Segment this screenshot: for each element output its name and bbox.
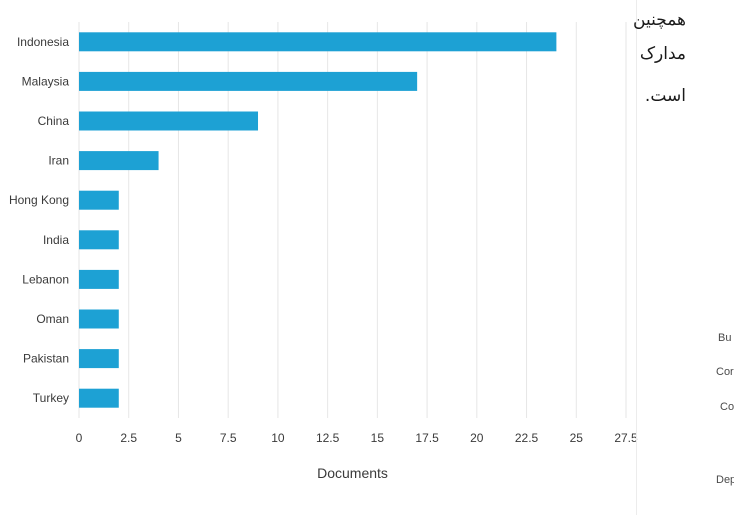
bar bbox=[79, 71, 418, 91]
category-label: China bbox=[38, 114, 70, 128]
category-label: Indonesia bbox=[17, 35, 69, 49]
column-divider bbox=[636, 0, 637, 515]
x-tick-label: 12.5 bbox=[316, 431, 340, 445]
cropped-label-1: Bu bbox=[718, 332, 732, 344]
category-label: India bbox=[43, 233, 69, 247]
bar bbox=[79, 309, 119, 329]
x-tick-label: 27.5 bbox=[614, 431, 638, 445]
category-label: Lebanon bbox=[22, 272, 69, 286]
category-label: Hong Kong bbox=[9, 193, 69, 207]
cropped-label-4: Dep bbox=[716, 474, 734, 486]
bar bbox=[79, 151, 159, 171]
bars bbox=[79, 32, 557, 408]
x-axis-title: Documents bbox=[317, 465, 388, 481]
category-label: Iran bbox=[48, 154, 69, 168]
x-tick-label: 7.5 bbox=[220, 431, 237, 445]
bar bbox=[79, 32, 557, 52]
x-tick-label: 25 bbox=[570, 431, 584, 445]
x-tick-label: 17.5 bbox=[415, 431, 439, 445]
persian-text-line-3: است. bbox=[644, 86, 686, 106]
x-tick-label: 0 bbox=[76, 431, 83, 445]
cropped-label-3: Co bbox=[720, 401, 734, 413]
x-tick-label: 20 bbox=[470, 431, 484, 445]
persian-text-line-1: همچنین bbox=[633, 10, 686, 30]
bar bbox=[79, 230, 119, 250]
cropped-label-2: Cor bbox=[716, 366, 734, 378]
x-tick-label: 5 bbox=[175, 431, 182, 445]
x-tick-label: 10 bbox=[271, 431, 285, 445]
bar bbox=[79, 269, 119, 289]
persian-text-line-2: مدارک bbox=[639, 44, 686, 64]
x-tick-label: 22.5 bbox=[515, 431, 539, 445]
x-tick-label: 15 bbox=[371, 431, 385, 445]
category-labels: Indonesia Malaysia China Iran Hong Kong India… bbox=[9, 35, 69, 405]
bar bbox=[79, 111, 259, 131]
bar bbox=[79, 388, 119, 408]
category-label: Oman bbox=[36, 312, 69, 326]
category-label: Turkey bbox=[33, 391, 69, 405]
x-tick-labels: 0 2.5 5 7.5 10 12.5 15 17.5 20 22.5 25 27.5 bbox=[76, 431, 638, 445]
x-tick-label: 2.5 bbox=[120, 431, 137, 445]
category-label: Pakistan bbox=[23, 352, 69, 366]
category-label: Malaysia bbox=[22, 74, 70, 88]
bar bbox=[79, 190, 119, 210]
bar bbox=[79, 349, 119, 369]
